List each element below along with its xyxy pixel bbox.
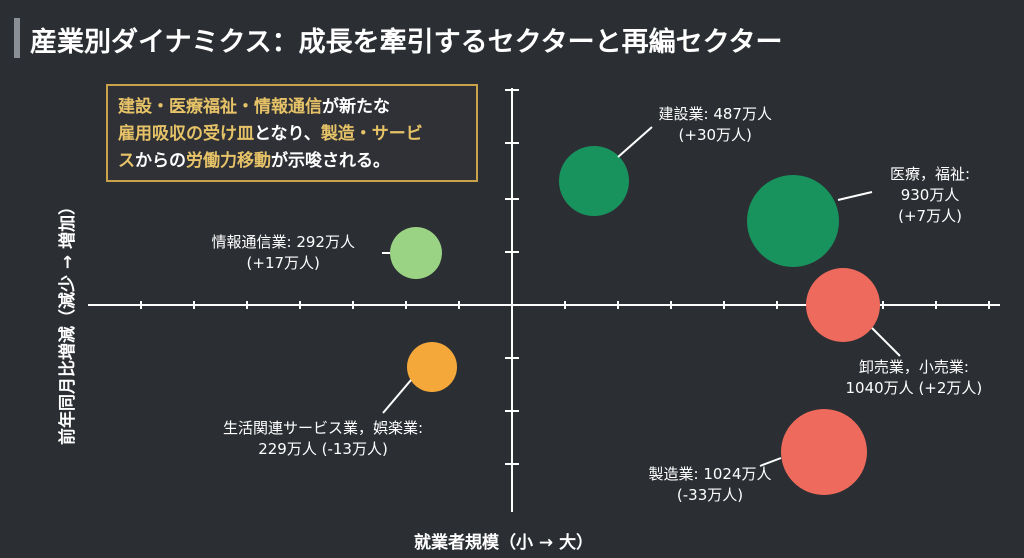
data-label-line: (+30万人) bbox=[678, 126, 752, 144]
data-label: 製造業: 1024万人 (-33万人) bbox=[649, 464, 772, 506]
data-label: 医療，福祉: 930万人 (+7万人) bbox=[890, 164, 970, 227]
callout-highlight-text: 労働力移動 bbox=[186, 151, 271, 171]
callout-highlight-text: 建設・医療福祉・情報通信 bbox=[118, 97, 322, 117]
page-title: 産業別ダイナミクス：成長を牽引するセクターと再編セクター bbox=[30, 27, 783, 58]
bubble-point bbox=[559, 146, 629, 216]
callout-text: からの bbox=[135, 151, 186, 171]
callout-text: となり、 bbox=[254, 124, 321, 144]
bubble-point bbox=[747, 175, 839, 267]
data-label-line: (+7万人) bbox=[898, 207, 962, 225]
insight-callout-box: 建設・医療福祉・情報通信が新たな雇用吸収の受け皿となり、製造・サービスからの労働… bbox=[106, 84, 478, 182]
bubble-point bbox=[806, 268, 880, 342]
data-label-line: 生活関連サービス業，娯楽業: bbox=[223, 419, 424, 437]
data-label: 情報通信業: 292万人 (+17万人) bbox=[212, 232, 355, 274]
leader-line bbox=[837, 191, 873, 201]
callout-highlight-text: 製造・サービ bbox=[320, 124, 423, 144]
title-accent-bar bbox=[14, 18, 20, 58]
data-label-line: 医療，福祉: bbox=[890, 165, 971, 183]
data-label-line: 1040万人 (+2万人) bbox=[845, 379, 983, 397]
callout-text: が新たな bbox=[322, 97, 390, 117]
data-label-line: 情報通信業: 292万人 bbox=[211, 233, 355, 251]
data-label-line: 建設業: 487万人 bbox=[658, 105, 772, 123]
data-label: 卸売業，小売業: 1040万人 (+2万人) bbox=[846, 357, 983, 399]
bubble-point bbox=[390, 227, 442, 279]
leader-line bbox=[871, 327, 901, 357]
data-label: 生活関連サービス業，娯楽業: 229万人 (-13万人) bbox=[223, 418, 423, 460]
data-label-line: 製造業: 1024万人 bbox=[648, 465, 772, 483]
y-axis-label: 前年同月比増減（減少 → 増加） bbox=[58, 197, 78, 445]
data-label: 建設業: 487万人 (+30万人) bbox=[659, 104, 772, 146]
data-label-line: 卸売業，小売業: bbox=[858, 358, 969, 376]
leader-line bbox=[759, 457, 782, 467]
callout-highlight-text: 雇用吸収の受け皿 bbox=[118, 124, 254, 144]
callout-text: が示唆される。 bbox=[271, 151, 390, 171]
data-label-line: 930万人 bbox=[900, 186, 960, 204]
data-label-line: 229万人 (-13万人) bbox=[258, 440, 388, 458]
x-axis-label: 就業者規模（小 → 大） bbox=[414, 533, 594, 553]
leader-line bbox=[617, 126, 653, 158]
data-label-line: (+17万人) bbox=[246, 254, 320, 272]
leader-line bbox=[382, 379, 412, 414]
bubble-point bbox=[407, 342, 457, 392]
callout-highlight-text: ス bbox=[118, 151, 135, 171]
bubble-point bbox=[781, 409, 867, 495]
data-label-line: (-33万人) bbox=[676, 486, 744, 504]
